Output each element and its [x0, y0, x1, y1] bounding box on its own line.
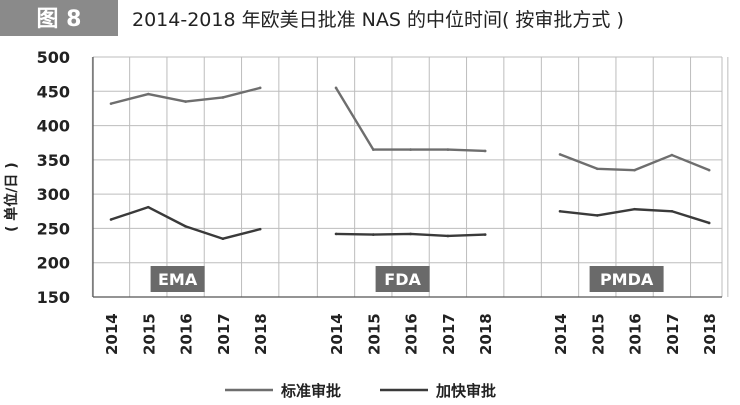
data-point: [258, 227, 262, 231]
data-point: [446, 148, 450, 151]
y-tick-label: 400: [37, 117, 70, 136]
data-point: [633, 207, 636, 211]
y-tick-label: 450: [37, 82, 70, 101]
legend-label-standard: 标准审批: [280, 382, 341, 400]
x-tick-label: 2014: [328, 313, 346, 355]
data-point: [409, 148, 412, 151]
data-point: [184, 100, 187, 103]
data-point: [670, 209, 674, 213]
x-tick-label: 2017: [440, 313, 458, 355]
data-point: [109, 218, 113, 221]
y-tick-label: 300: [37, 185, 70, 204]
data-point: [334, 86, 338, 90]
data-point: [558, 153, 562, 156]
title-badge: [0, 0, 118, 36]
data-point: [483, 233, 487, 236]
y-tick-label: 150: [37, 288, 70, 307]
data-point: [372, 148, 375, 151]
region-label-box: [589, 266, 664, 292]
x-tick-label: 2016: [178, 313, 196, 355]
data-point: [372, 233, 375, 236]
x-tick-label: 2018: [477, 313, 495, 355]
data-point: [409, 232, 412, 236]
region-label: FDA: [384, 270, 421, 289]
data-point: [670, 153, 674, 157]
y-tick-label: 500: [37, 48, 70, 67]
y-tick-label: 350: [37, 151, 70, 170]
region-label: EMA: [158, 270, 198, 289]
figure-number: 图 8: [37, 7, 82, 32]
data-point: [147, 205, 150, 209]
region-label-box: [375, 266, 430, 292]
x-tick-label: 2018: [252, 313, 270, 355]
series-line-fda-standard: [334, 87, 486, 153]
x-tick-label: 2015: [589, 313, 607, 355]
data-point: [221, 237, 225, 241]
x-tick-label: 2014: [103, 313, 121, 355]
chart-title: 2014-2018 年欧美日批准 NAS 的中位时间( 按审批方式 ): [132, 9, 624, 31]
data-point: [446, 234, 450, 238]
x-tick-label: 2018: [701, 313, 719, 355]
data-point: [221, 96, 225, 99]
data-point: [633, 168, 636, 172]
x-tick-label: 2014: [552, 313, 570, 355]
y-tick-label: 250: [37, 219, 70, 238]
legend-label-expedited: 加快审批: [435, 382, 496, 400]
data-point: [184, 225, 187, 228]
y-axis-label: ( 单位/日 ): [3, 162, 20, 232]
data-point: [707, 221, 711, 225]
data-point: [109, 102, 113, 105]
data-point: [707, 168, 711, 172]
data-point: [596, 167, 599, 171]
data-point: [334, 232, 338, 236]
y-tick-label: 200: [37, 254, 70, 273]
series-line-ema-expedited: [110, 205, 261, 240]
x-tick-label: 2016: [403, 313, 421, 355]
data-point: [258, 86, 262, 90]
series-line-pmda-standard: [559, 153, 710, 172]
data-point: [483, 149, 487, 153]
x-tick-label: 2016: [627, 313, 645, 355]
x-tick-label: 2015: [365, 313, 383, 355]
region-label: PMDA: [600, 270, 654, 289]
x-tick-label: 2015: [140, 313, 158, 355]
data-point: [558, 209, 562, 213]
x-tick-label: 2017: [664, 313, 682, 355]
data-point: [596, 214, 599, 217]
region-label-box: [150, 266, 205, 292]
data-point: [147, 92, 150, 96]
x-tick-label: 2017: [215, 313, 233, 355]
series-line-pmda-expedited: [559, 208, 710, 225]
